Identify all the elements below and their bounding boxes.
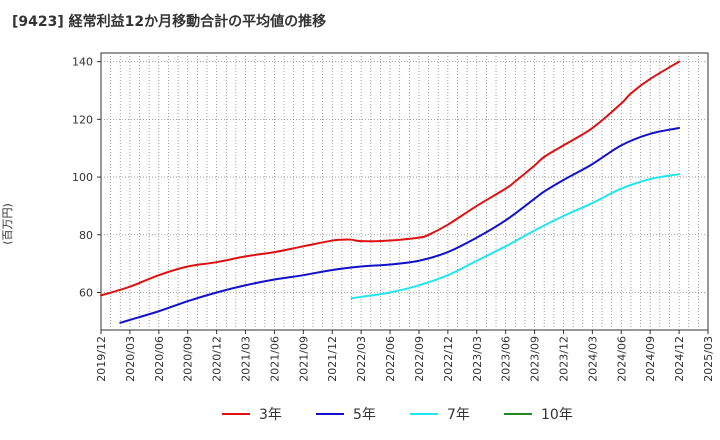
x-tick-label: 2024/12 — [673, 336, 686, 382]
x-tick-label: 2020/09 — [182, 336, 195, 382]
x-tick-label: 2021/12 — [326, 336, 339, 382]
x-tick-label: 2023/12 — [557, 336, 570, 382]
x-tick-label: 2019/12 — [95, 336, 108, 382]
x-tick-label: 2025/03 — [702, 336, 715, 382]
y-tick-label: 100 — [72, 171, 93, 184]
x-tick-label: 2021/03 — [240, 336, 253, 382]
y-tick-label: 120 — [72, 113, 93, 126]
x-tick-label: 2021/09 — [297, 336, 310, 382]
y-tick-label: 60 — [79, 286, 93, 299]
x-tick-label: 2022/06 — [384, 336, 397, 382]
x-tick-label: 2022/12 — [442, 336, 455, 382]
x-tick-label: 2020/03 — [124, 336, 137, 382]
x-tick-label: 2023/06 — [500, 336, 513, 382]
series-line-2 — [350, 173, 681, 300]
legend-label: 10年 — [541, 407, 573, 423]
series-line-0 — [100, 60, 681, 297]
y-tick-label: 140 — [72, 56, 93, 69]
x-tick-label: 2020/12 — [211, 336, 224, 382]
x-tick-label: 2023/09 — [529, 336, 542, 382]
chart-title: [9423] 経常利益12か月移動合計の平均値の推移 — [12, 14, 327, 30]
legend-label: 5年 — [353, 407, 376, 423]
x-tick-label: 2020/06 — [153, 336, 166, 382]
x-tick-label: 2022/09 — [413, 336, 426, 382]
legend-label: 7年 — [447, 407, 470, 423]
x-tick-label: 2022/03 — [355, 336, 368, 382]
series-lines — [100, 60, 681, 324]
x-tick-label: 2023/03 — [471, 336, 484, 382]
x-tick-label: 2024/06 — [615, 336, 628, 382]
x-tick-label: 2024/03 — [586, 336, 599, 382]
legend: 3年 5年 7年 10年 — [222, 407, 573, 423]
axis-ticks: 2019/12 2020/03 2020/06 2020/09 2020/12 2021/… — [72, 56, 715, 382]
x-tick-label: 2021/06 — [268, 336, 281, 382]
x-tick-label: 2024/09 — [644, 336, 657, 382]
plot-frame — [100, 52, 709, 331]
series-line-1 — [119, 127, 681, 324]
y-tick-label: 80 — [79, 229, 93, 242]
legend-label: 3年 — [259, 407, 282, 423]
grid — [100, 52, 709, 331]
